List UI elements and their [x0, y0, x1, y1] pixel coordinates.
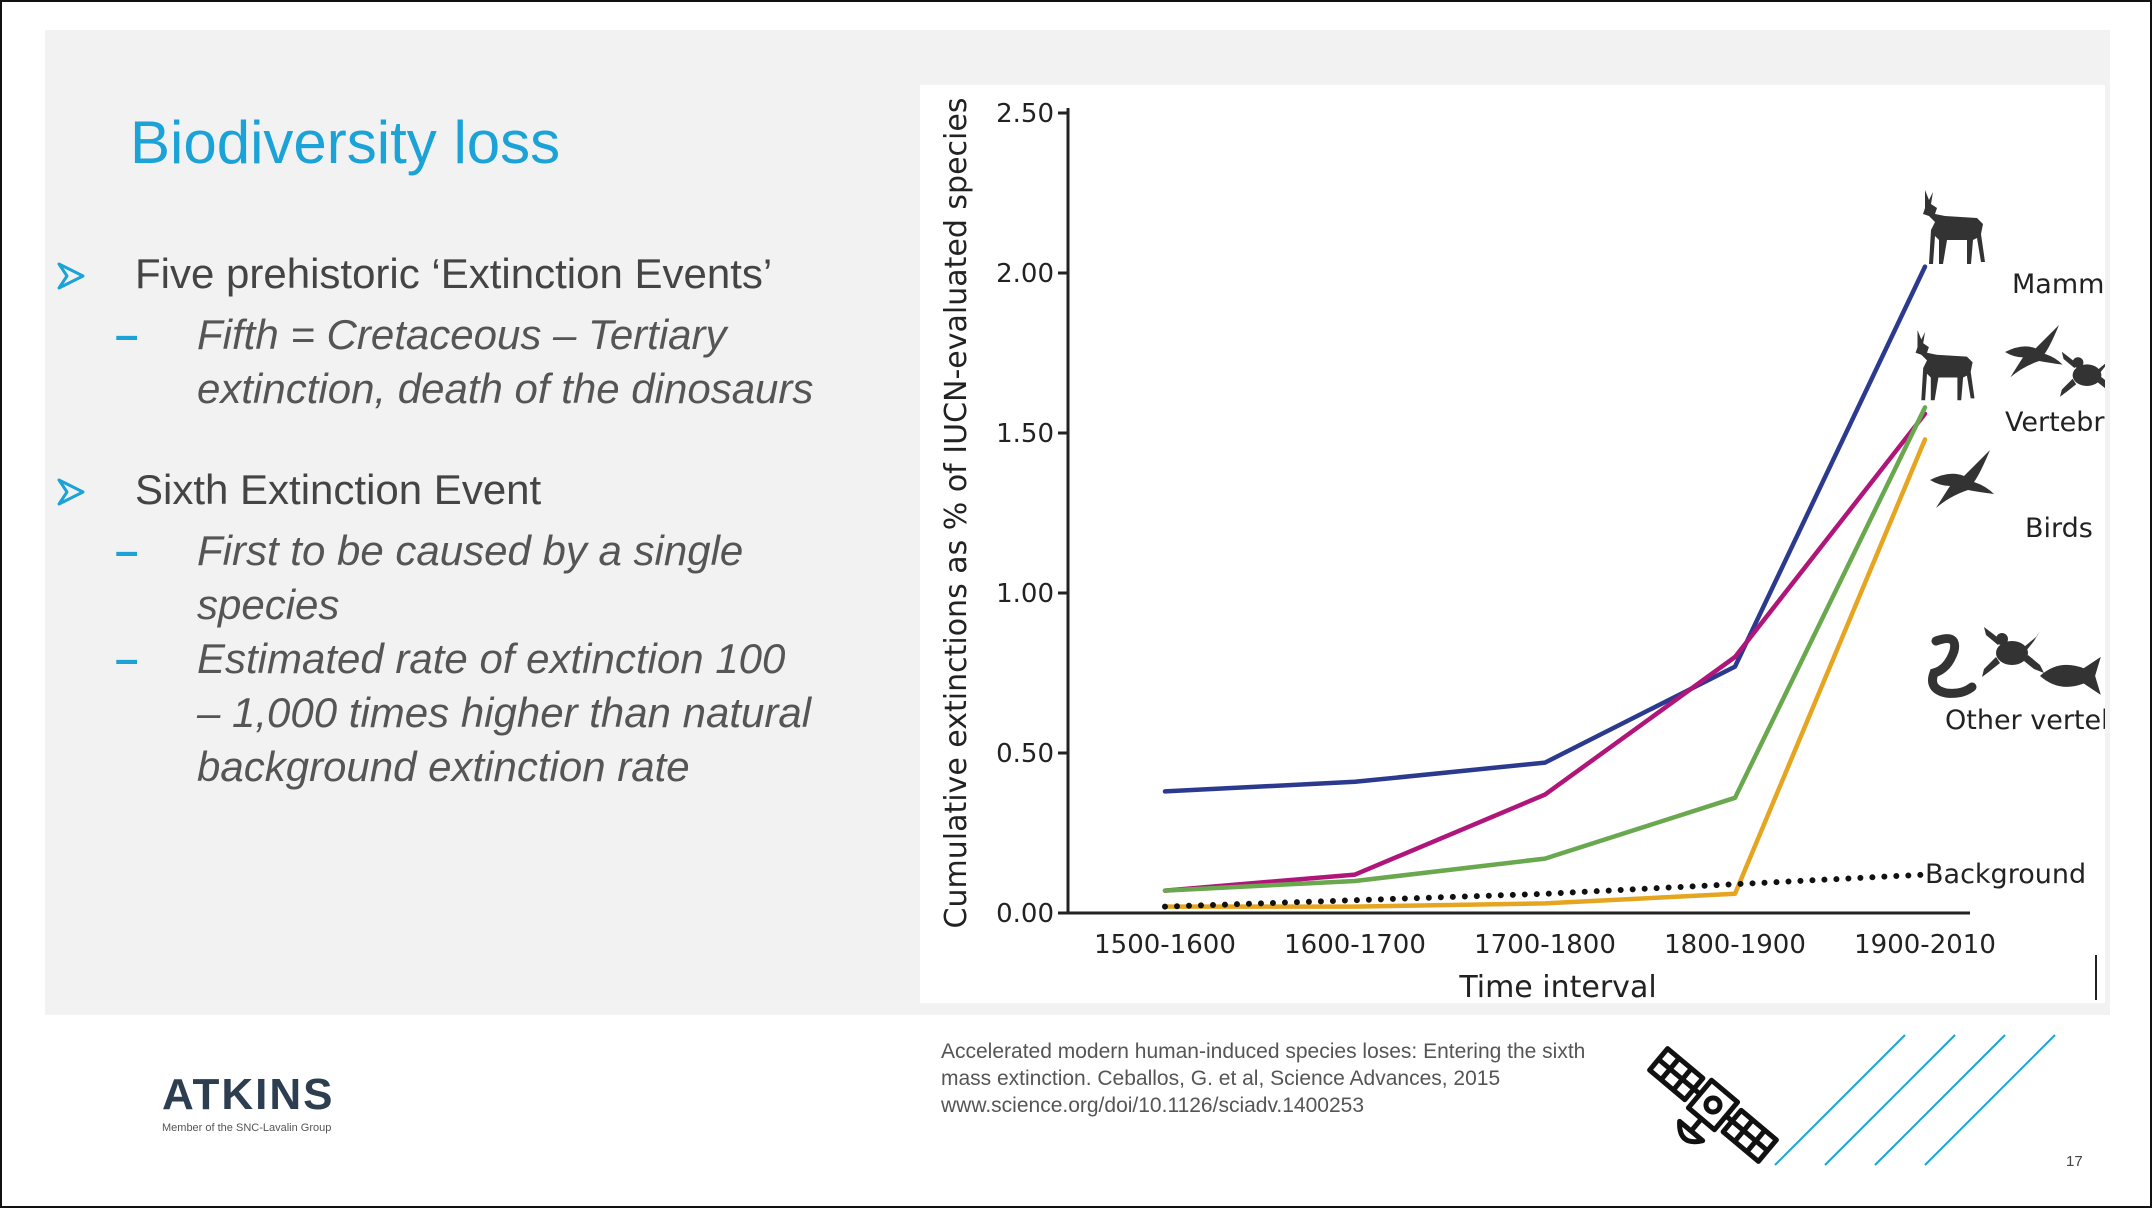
sub-bullet: – First to be caused by a single species — [55, 524, 905, 632]
x-tick-label: 1900-2010 — [1854, 930, 1996, 960]
sub-bullet-marker: – — [115, 635, 139, 682]
series-label-birds: Birds — [2025, 513, 2093, 544]
sub-bullet-line: Estimated rate of extinction 100 — [197, 635, 786, 682]
atkins-logo: ATKINS Member of the SNC-Lavalin Group — [162, 1070, 335, 1134]
y-tick-label: 1.00 — [996, 579, 1054, 609]
bullet-text: Sixth Extinction Event — [135, 466, 542, 513]
snake-icon — [1928, 634, 1977, 698]
y-tick-label: 1.50 — [996, 419, 1054, 449]
series-line-mammals — [1162, 264, 1928, 794]
x-tick-label: 1600-1700 — [1284, 930, 1426, 960]
page-number: 17 — [2066, 1153, 2083, 1170]
bullet-item: Sixth Extinction Event – First to be cau… — [55, 466, 905, 794]
y-tick-label: 2.50 — [996, 99, 1054, 129]
deer-icon — [1915, 330, 1975, 401]
frog-icon — [2060, 351, 2105, 397]
y-tick-label: 0.00 — [996, 899, 1054, 929]
series-label-vertebrates: Vertebrates — [2005, 407, 2105, 438]
sub-bullet-marker: – — [115, 311, 139, 358]
satellite-icon — [1647, 1046, 1779, 1164]
series-line-background — [1162, 871, 1928, 910]
x-tick-label: 1700-1800 — [1474, 930, 1616, 960]
x-tick-label: 1500-1600 — [1094, 930, 1236, 960]
frog-icon — [1982, 627, 2044, 677]
arrow-bullet-icon — [57, 262, 85, 290]
slide-title: Biodiversity loss — [130, 109, 561, 176]
chart-panel: 0.00 0.50 1.00 1.50 2.00 2.50 1500-1600 1600-17… — [920, 85, 2105, 1003]
extinction-line-chart: 0.00 0.50 1.00 1.50 2.00 2.50 1500-1600 1600-17… — [939, 98, 2105, 1003]
series-label-mammals: Mammals — [2012, 269, 2105, 300]
sub-bullet-line: background extinction rate — [197, 743, 690, 790]
bullet-text: Five prehistoric ‘Extinction Events’ — [135, 250, 773, 297]
fish-icon — [2040, 656, 2101, 695]
sub-bullet-line: Fifth = Cretaceous – Tertiary — [197, 311, 727, 358]
x-tick-label: 1800-1900 — [1664, 930, 1806, 960]
citation-line: mass extinction. Ceballos, G. et al, Sci… — [941, 1067, 1501, 1090]
decorative-stripes — [1774, 1034, 2056, 1166]
logo-tagline: Member of the SNC-Lavalin Group — [162, 1122, 332, 1134]
bird-icon — [2005, 325, 2063, 378]
series-line-other-vertebrates — [1162, 437, 1928, 909]
y-tick-label: 0.50 — [996, 739, 1054, 769]
sub-bullet: – Fifth = Cretaceous – Tertiary extincti… — [55, 308, 905, 416]
y-tick-label: 2.00 — [996, 259, 1054, 289]
series-label-background: Background — [1925, 859, 2086, 890]
bird-icon — [1930, 450, 1994, 508]
series-line-birds — [1162, 405, 1928, 893]
series-line-vertebrates — [1162, 411, 1928, 893]
citation-line: Accelerated modern human-induced species… — [941, 1040, 1586, 1063]
series-label-other-vertebrates: Other vertebrates — [1945, 705, 2105, 736]
deer-icon — [1923, 190, 1985, 264]
sub-bullet-marker: – — [115, 527, 139, 574]
sub-bullet-line: – 1,000 times higher than natural — [197, 689, 812, 736]
citation-line: www.science.org/doi/10.1126/sciadv.14002… — [941, 1094, 1364, 1117]
sub-bullet: – Estimated rate of extinction 100 – 1,0… — [55, 632, 905, 794]
sub-bullet-line: species — [197, 581, 340, 628]
text-cursor — [2095, 955, 2097, 1000]
sub-bullet-line: extinction, death of the dinosaurs — [197, 365, 814, 412]
citation: Accelerated modern human-induced species… — [941, 1038, 1661, 1119]
y-axis-label: Cumulative extinctions as % of IUCN-eval… — [939, 98, 974, 929]
logo-wordmark: ATKINS — [162, 1070, 335, 1119]
bullet-item: Five prehistoric ‘Extinction Events’ – F… — [55, 250, 905, 416]
x-axis-label: Time interval — [1458, 970, 1656, 1003]
arrow-bullet-icon — [57, 478, 85, 506]
sub-bullet-line: First to be caused by a single — [197, 527, 744, 574]
bullet-list: Five prehistoric ‘Extinction Events’ – F… — [55, 250, 905, 794]
